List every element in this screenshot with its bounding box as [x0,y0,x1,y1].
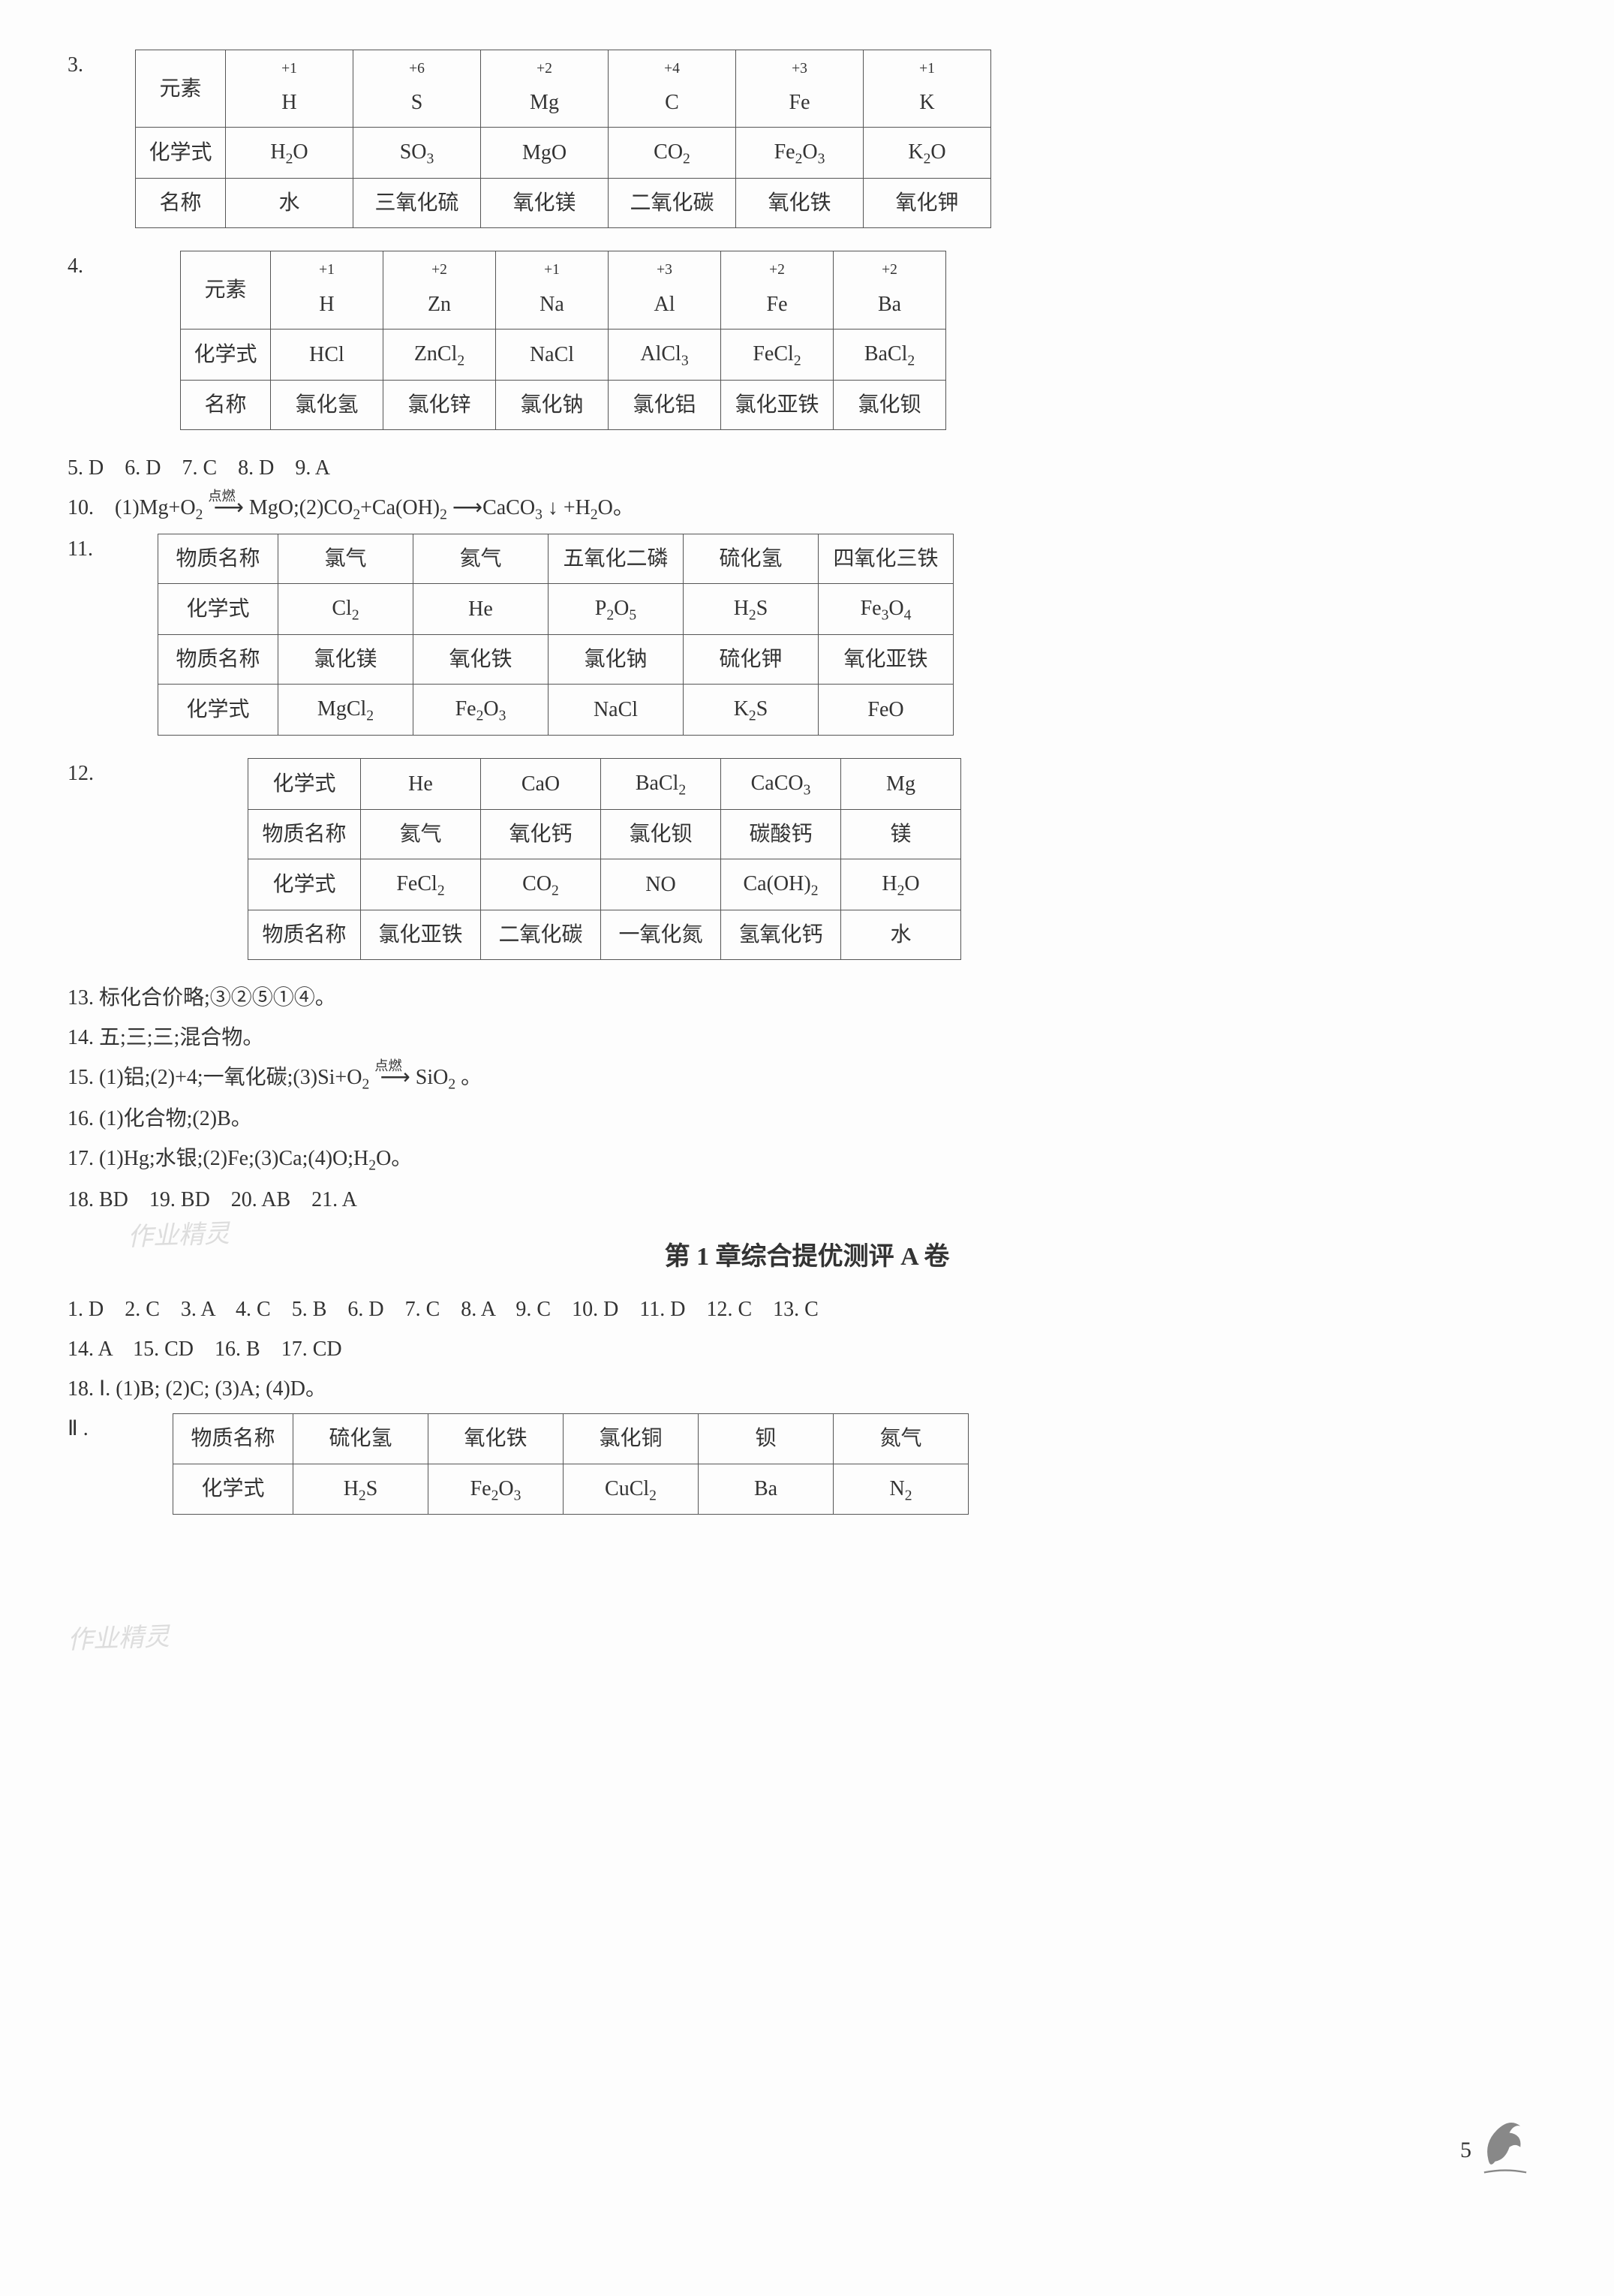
watermark-2: 作业精灵 [67,1614,170,1666]
q3-table: 元素+1H+6S+2Mg+4C+3Fe+1K化学式H2OSO3MgOCO2Fe2… [135,50,991,228]
q18-21-answers: 18. BD 19. BD 20. AB 21. A [68,1180,1546,1220]
chapter-q18-i: 18. Ⅰ. (1)B; (2)C; (3)A; (4)D。 [68,1369,1546,1409]
chapter-heading: 第 1 章综合提优测评 A 卷 [68,1233,1546,1282]
q5-9-answers: 5. D 6. D 7. C 8. D 9. A [68,448,1546,488]
q17-answer: 17. (1)Hg;水银;(2)Fe;(3)Ca;(4)O;H2O。 [68,1139,1546,1180]
watermark-1: 作业精灵 [127,1211,230,1262]
q12-num: 12. [68,754,113,793]
q11-num: 11. [68,529,113,569]
q10-prefix: 10. (1)Mg+O2 [68,496,203,519]
q10-arrow-label: 点燃 [208,489,235,504]
q10-answer: 10. (1)Mg+O2 点燃 ⟶ MgO;(2)CO2+Ca(OH)2 ⟶Ca… [68,488,1546,529]
chapter-answers-line2: 14. A 15. CD 16. B 17. CD [68,1329,1546,1369]
q13-answer: 13. 标化合价略;③②⑤①④。 [68,978,1546,1018]
q15-suffix: SiO2 。 [416,1066,482,1089]
q15-arrow-label: 点燃 [374,1058,401,1073]
q14-answer: 14. 五;三;三;混合物。 [68,1018,1546,1058]
q15-answer: 15. (1)铝;(2)+4;一氧化碳;(3)Si+O2 点燃 ⟶ SiO2 。 [68,1058,1546,1099]
question-4: 4. 元素+1H+2Zn+1Na+3Al+2Fe+2Ba化学式HClZnCl2N… [68,246,1546,440]
question-11: 11. 物质名称氯气氦气五氧化二磷硫化氢四氧化三铁化学式Cl2HeP2O5H2S… [68,529,1546,746]
q18ii-label: Ⅱ . [68,1409,173,1449]
page-number: 5 [1460,2129,1471,2171]
q12-table: 化学式HeCaOBaCl2CaCO3Mg物质名称氦气氧化钙氯化钡碳酸钙镁化学式F… [248,758,961,960]
dolphin-icon [1479,2109,1531,2191]
q15-prefix: 15. (1)铝;(2)+4;一氧化碳;(3)Si+O2 [68,1066,369,1089]
chapter-answers-line1: 1. D 2. C 3. A 4. C 5. B 6. D 7. C 8. A … [68,1289,1546,1329]
chapter-q18-ii: Ⅱ . 物质名称硫化氢氧化铁氯化铜钡氮气化学式H2SFe2O3CuCl2BaN2 [68,1409,1546,1525]
q4-num: 4. [68,246,113,286]
page-footer: 5 [1460,2109,1531,2191]
q4-table: 元素+1H+2Zn+1Na+3Al+2Fe+2Ba化学式HClZnCl2NaCl… [180,251,946,429]
question-3: 3. 元素+1H+6S+2Mg+4C+3Fe+1K化学式H2OSO3MgOCO2… [68,45,1546,239]
q18ii-table: 物质名称硫化氢氧化铁氯化铜钡氮气化学式H2SFe2O3CuCl2BaN2 [173,1413,969,1515]
q10-middle: MgO;(2)CO2+Ca(OH)2 ⟶CaCO3 ↓ +H2O。 [249,496,634,519]
q16-answer: 16. (1)化合物;(2)B。 [68,1099,1546,1139]
q3-num: 3. [68,45,113,85]
question-12: 12. 化学式HeCaOBaCl2CaCO3Mg物质名称氦气氧化钙氯化钡碳酸钙镁… [68,754,1546,970]
q11-table: 物质名称氯气氦气五氧化二磷硫化氢四氧化三铁化学式Cl2HeP2O5H2SFe3O… [158,534,954,736]
